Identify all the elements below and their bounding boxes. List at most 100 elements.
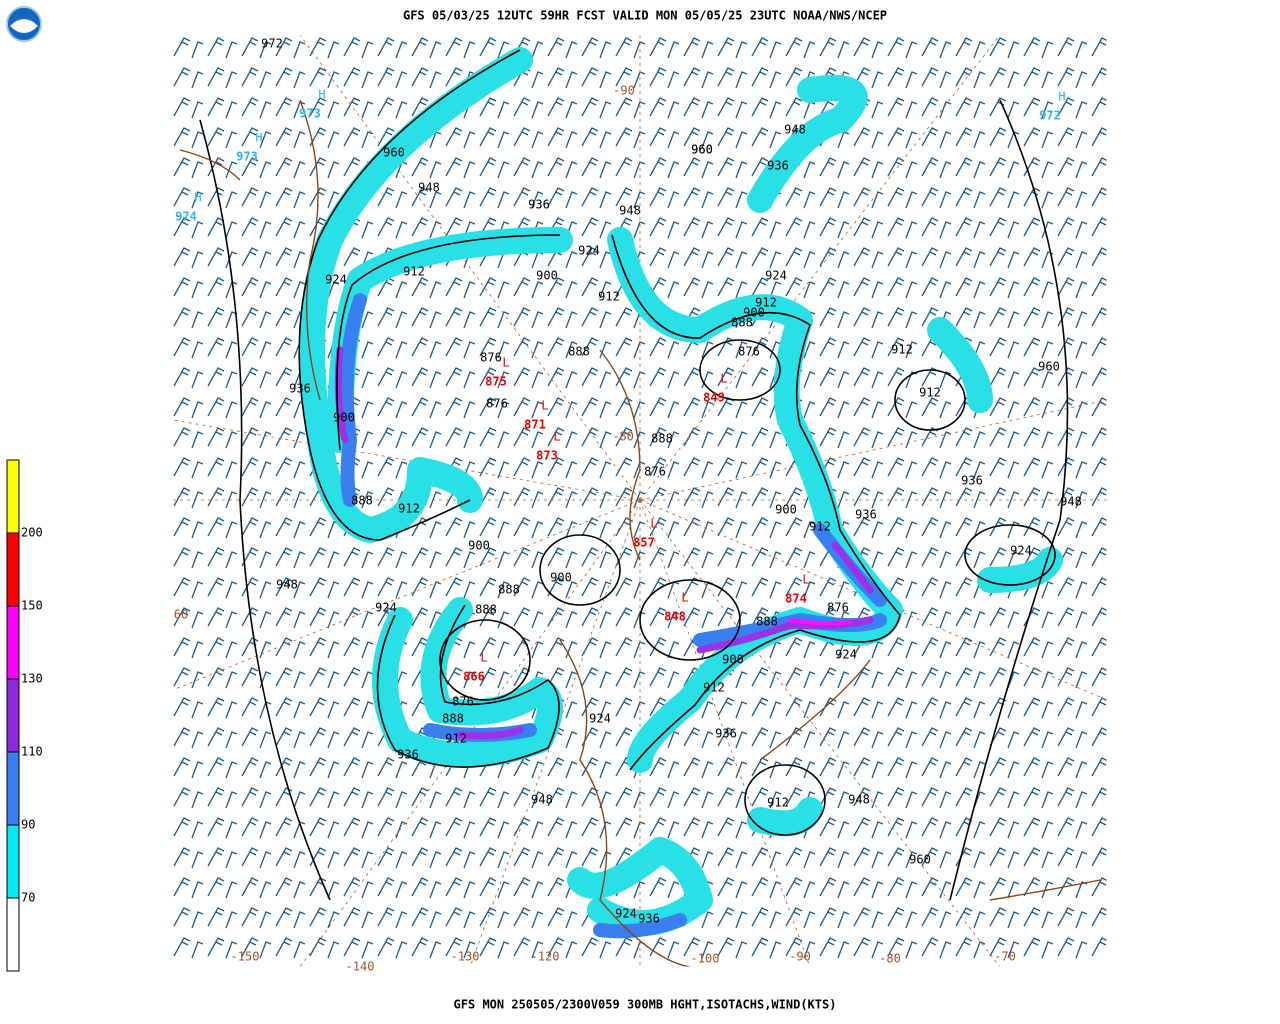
height-label: 924	[765, 269, 787, 283]
colorbar-swatch	[6, 897, 20, 972]
height-label: 876	[452, 695, 474, 709]
height-label: 876	[480, 351, 502, 365]
height-label: 888	[475, 603, 497, 617]
map-area	[173, 35, 1107, 967]
height-label: 924	[1010, 544, 1032, 558]
height-label: 888	[651, 432, 673, 446]
height-label: 912	[703, 681, 725, 695]
height-label: 924	[578, 244, 600, 258]
height-label: 948	[784, 123, 806, 137]
height-contours	[199, 49, 1069, 901]
height-label: 936	[855, 508, 877, 522]
colorbar-label: 150	[21, 599, 43, 613]
height-label: 924	[835, 648, 857, 662]
height-label: 912	[809, 520, 831, 534]
low-letter: L	[681, 591, 688, 605]
high-value: 973	[236, 150, 258, 164]
height-label: 960	[909, 853, 931, 867]
low-letter: L	[720, 372, 727, 386]
height-label: 924	[589, 712, 611, 726]
high-letter: H	[318, 88, 325, 102]
height-label: 900	[743, 306, 765, 320]
height-label: 888	[568, 345, 590, 359]
colorbar-label: 90	[21, 818, 35, 832]
low-value: 875	[485, 375, 507, 389]
low-letter: L	[480, 651, 487, 665]
height-label: 900	[536, 269, 558, 283]
height-label: 888	[442, 712, 464, 726]
height-label: 912	[891, 343, 913, 357]
height-label: 900	[333, 411, 355, 425]
height-label: 912	[398, 502, 420, 516]
noaa-logo-wave	[10, 19, 38, 33]
height-label: 948	[418, 181, 440, 195]
height-label: 888	[498, 583, 520, 597]
footer: GFS MON 250505/2300V059 300MB HGHT,ISOTA…	[454, 998, 837, 1012]
longitude-label: -120	[531, 950, 560, 964]
height-label: 948	[619, 204, 641, 218]
height-label: 960	[383, 146, 405, 160]
colorbar-swatch	[6, 605, 20, 680]
height-label: 912	[919, 386, 941, 400]
height-label: 948	[531, 793, 553, 807]
height-label: 960	[691, 143, 713, 157]
height-label: 936	[397, 748, 419, 762]
height-label: 876	[827, 601, 849, 615]
height-label: 912	[598, 290, 620, 304]
high-value: 974	[175, 210, 197, 224]
height-label: 876	[738, 345, 760, 359]
height-label: 888	[756, 615, 778, 629]
colorbar-label: 70	[21, 891, 35, 905]
height-label: 936	[715, 727, 737, 741]
colorbar-label: 200	[21, 526, 43, 540]
low-letter: L	[650, 517, 657, 531]
colorbar-swatch	[6, 459, 20, 534]
low-letter: L	[541, 399, 548, 413]
low-value: 871	[524, 418, 546, 432]
height-label: 948	[1060, 495, 1082, 509]
height-label: 936	[961, 474, 983, 488]
colorbar-swatch	[6, 678, 20, 753]
title: GFS 05/03/25 12UTC 59HR FCST VALID MON 0…	[403, 9, 887, 23]
height-label: 936	[289, 382, 311, 396]
low-value: 857	[633, 536, 655, 550]
height-label: 876	[486, 397, 508, 411]
high-letter: H	[194, 191, 201, 205]
height-label: 936	[767, 159, 789, 173]
height-label: 948	[848, 793, 870, 807]
longitude-label: -70	[994, 950, 1016, 964]
low-value: 849	[703, 391, 725, 405]
height-label: 912	[755, 296, 777, 310]
colorbar-swatch	[6, 532, 20, 607]
low-letter: L	[502, 356, 509, 370]
longitude-label: -90	[613, 84, 635, 98]
coastlines	[179, 99, 1101, 967]
colorbar-swatch	[6, 751, 20, 826]
height-label: 900	[722, 653, 744, 667]
height-label: 900	[468, 539, 490, 553]
longitude-label: -140	[346, 960, 375, 974]
low-value: 874	[785, 592, 807, 606]
height-label: 960	[691, 143, 713, 157]
low-value: 848	[664, 610, 686, 624]
colorbar-label: 130	[21, 672, 43, 686]
height-label: 900	[550, 571, 572, 585]
low-value: 866	[463, 670, 485, 684]
longitude-label: -80	[879, 952, 901, 966]
high-value: 973	[299, 107, 321, 121]
height-label: 888	[351, 494, 373, 508]
height-label: 960	[1038, 360, 1060, 374]
longitude-label: -100	[691, 952, 720, 966]
longitude-label: -150	[231, 950, 260, 964]
height-label: 912	[403, 265, 425, 279]
low-letter: L	[553, 430, 560, 444]
height-label: 936	[528, 198, 550, 212]
height-label: 912	[445, 732, 467, 746]
height-label: 912	[767, 796, 789, 810]
map-frame	[172, 34, 1108, 968]
height-label: 924	[375, 601, 397, 615]
colorbar-label: 110	[21, 745, 43, 759]
longitude-label: -80	[612, 430, 634, 444]
